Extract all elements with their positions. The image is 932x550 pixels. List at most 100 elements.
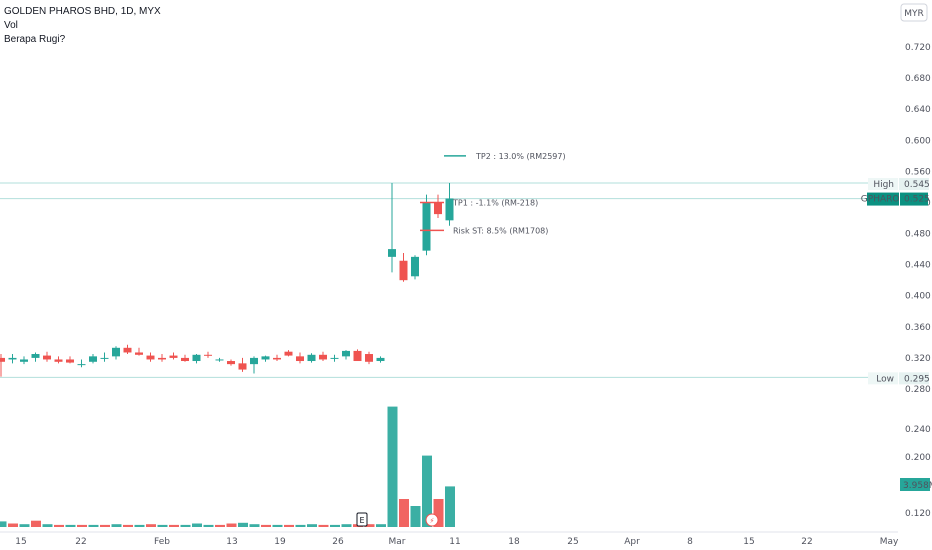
candle-body[interactable] [238,363,247,370]
candle-body[interactable] [77,364,86,366]
candle-body[interactable] [146,355,155,360]
volume-bar [330,524,340,527]
candle-body[interactable] [31,354,40,358]
svg-text:E: E [359,516,364,525]
time-tick-label: Apr [624,537,640,547]
volume-tick-label: 0.240 [905,425,931,435]
time-axis-bg [0,532,932,550]
volume-bar [100,524,110,527]
candle-body[interactable] [43,355,51,360]
candle-body[interactable] [250,357,258,365]
candle-body[interactable] [169,355,178,358]
candle-body[interactable] [89,356,97,362]
candle-body[interactable] [66,359,74,363]
volume-bar [31,520,41,527]
svg-text:0.525: 0.525 [904,195,930,205]
candle-body[interactable] [353,350,362,362]
candle-body[interactable] [399,260,408,281]
svg-text:⚡: ⚡ [430,517,435,525]
candle-body[interactable] [158,357,166,360]
volume-bar [203,524,214,527]
earnings-marker[interactable]: E [356,512,368,527]
volume-bar [272,524,283,527]
candle-body[interactable] [342,350,350,357]
volume-bar [284,524,294,527]
volume-bar [364,524,375,527]
time-tick-label: Mar [389,537,406,547]
candle-body[interactable] [123,347,132,353]
currency-button[interactable]: MYR [900,3,928,22]
volume-indicator-label: Vol [4,20,18,31]
volume-bar [341,524,352,527]
volume-bar [146,524,156,527]
volume-bar [134,524,145,527]
price-tick-label: 0.680 [905,74,931,84]
svg-text:0.545: 0.545 [904,180,930,190]
candle-body[interactable] [296,356,304,362]
price-tick-label: 0.480 [905,230,931,240]
candle-body[interactable] [411,256,419,277]
price-tick-label: 0.320 [905,354,931,364]
candle-body[interactable] [365,354,373,362]
volume-bar [238,522,248,527]
time-tick-label: 11 [449,537,460,547]
price-tick-label: 0.720 [905,43,931,53]
candle-body[interactable] [192,354,201,362]
volume-bar [192,523,202,527]
candle-body[interactable] [215,359,224,361]
candle-body[interactable] [112,347,120,357]
candle-body[interactable] [284,351,293,356]
candle-body[interactable] [135,352,143,355]
candle-body[interactable] [181,357,189,362]
candle-body[interactable] [445,198,454,221]
volume-tick-label: 0.120 [905,509,931,519]
candle-body[interactable] [54,359,63,362]
candle-body[interactable] [227,361,235,365]
high-badge: High 0.545 [868,178,930,191]
chart-legend: GOLDEN PHAROS BHD, 1D, MYX Vol Berapa Ru… [4,5,161,47]
candle-body[interactable] [388,249,396,257]
candle-body[interactable] [20,359,28,362]
candle-body[interactable] [273,357,281,360]
volume-bar [123,524,133,527]
volume-bar [54,524,64,527]
volume-bar [42,524,53,527]
candle-body[interactable] [307,354,316,362]
candle-body[interactable] [100,357,109,359]
candle-body[interactable] [8,357,17,360]
candle-body[interactable] [204,354,212,356]
risk-label: Risk ST: 8.5% (RM1708) [453,226,548,235]
volume-bar [307,524,317,527]
svg-text:High: High [873,180,894,190]
candle-body[interactable] [0,357,5,362]
volume-bar [376,524,386,527]
price-tick-label: 0.600 [905,136,931,146]
volume-bar [0,521,7,527]
price-tick-label: 0.400 [905,292,931,302]
candle-body[interactable] [261,356,270,360]
symbol-title: GOLDEN PHAROS BHD, 1D, MYX [4,6,161,17]
svg-text:GPHAROS: GPHAROS [861,195,906,205]
volume-bar [226,523,237,527]
time-tick-label: 13 [226,537,237,547]
time-tick-label: 26 [332,537,344,547]
svg-text:0.295: 0.295 [904,374,930,384]
volume-bar [157,524,168,527]
candle-body[interactable] [376,357,385,362]
candle-body[interactable] [330,357,339,359]
candle-body[interactable] [319,354,327,360]
low-badge: Low 0.295 [868,372,930,385]
price-axis-bg [898,0,932,532]
volume-bar [88,524,99,527]
time-tick-label: 15 [743,537,754,547]
time-tick-label: Feb [154,537,170,547]
time-tick-label: 15 [15,537,26,547]
dividend-marker[interactable]: ⚡ [425,513,439,527]
volume-bar [180,524,191,527]
candle-body[interactable] [434,202,442,215]
time-tick-label: 22 [801,537,812,547]
candle-body[interactable] [422,202,431,251]
volume-bar [445,486,455,527]
volume-bar [387,406,398,527]
